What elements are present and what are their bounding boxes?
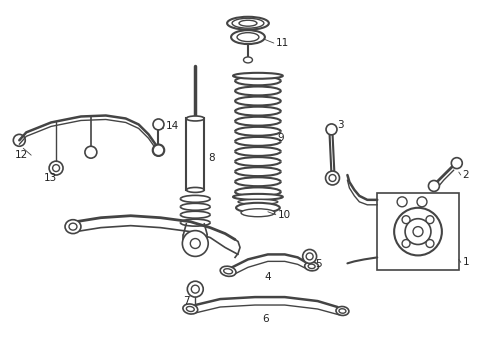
Circle shape	[85, 146, 97, 158]
Text: 14: 14	[166, 121, 179, 131]
Circle shape	[397, 197, 407, 207]
Text: 12: 12	[15, 150, 28, 160]
Text: 11: 11	[276, 38, 289, 48]
Ellipse shape	[238, 199, 278, 204]
Ellipse shape	[227, 17, 269, 30]
Ellipse shape	[308, 264, 315, 269]
Ellipse shape	[220, 266, 236, 276]
Ellipse shape	[186, 116, 204, 121]
Circle shape	[49, 161, 63, 175]
Circle shape	[402, 239, 410, 247]
Text: 2: 2	[462, 170, 468, 180]
Ellipse shape	[231, 30, 265, 44]
Ellipse shape	[237, 33, 259, 41]
Ellipse shape	[305, 262, 318, 271]
Text: 9: 9	[278, 133, 284, 143]
Ellipse shape	[339, 309, 346, 313]
Circle shape	[326, 124, 337, 135]
Circle shape	[187, 281, 203, 297]
Circle shape	[153, 119, 164, 130]
Ellipse shape	[233, 73, 283, 79]
Circle shape	[153, 145, 164, 156]
Circle shape	[182, 231, 208, 256]
Circle shape	[428, 180, 440, 192]
Ellipse shape	[239, 20, 257, 26]
Circle shape	[451, 158, 462, 168]
Text: 6: 6	[262, 314, 269, 324]
Ellipse shape	[232, 18, 264, 28]
Ellipse shape	[244, 57, 252, 63]
Text: 13: 13	[44, 173, 57, 183]
Text: 1: 1	[463, 257, 469, 267]
Circle shape	[402, 216, 410, 224]
Circle shape	[325, 171, 340, 185]
Circle shape	[413, 227, 423, 237]
Circle shape	[306, 253, 313, 260]
Circle shape	[405, 219, 431, 244]
Circle shape	[417, 197, 427, 207]
Circle shape	[426, 216, 434, 224]
Circle shape	[190, 239, 200, 248]
Text: 10: 10	[278, 210, 291, 220]
Ellipse shape	[233, 194, 283, 200]
Circle shape	[426, 239, 434, 247]
Text: 7: 7	[183, 296, 190, 306]
Circle shape	[191, 285, 199, 293]
Ellipse shape	[186, 188, 204, 192]
Ellipse shape	[183, 304, 197, 314]
Bar	[377, 193, 459, 270]
Circle shape	[394, 208, 442, 255]
Circle shape	[52, 165, 60, 172]
Circle shape	[152, 144, 165, 156]
Text: 4: 4	[265, 272, 271, 282]
Circle shape	[13, 134, 25, 146]
Ellipse shape	[65, 220, 81, 234]
Circle shape	[329, 175, 336, 181]
Circle shape	[303, 249, 317, 264]
Ellipse shape	[241, 209, 275, 217]
Ellipse shape	[236, 203, 280, 213]
Ellipse shape	[69, 223, 77, 230]
Text: 3: 3	[338, 121, 344, 130]
Text: 5: 5	[316, 259, 322, 269]
Bar	[186, 118, 204, 190]
Text: 8: 8	[208, 153, 215, 163]
Ellipse shape	[186, 306, 194, 311]
Ellipse shape	[223, 269, 233, 274]
Ellipse shape	[336, 306, 349, 315]
